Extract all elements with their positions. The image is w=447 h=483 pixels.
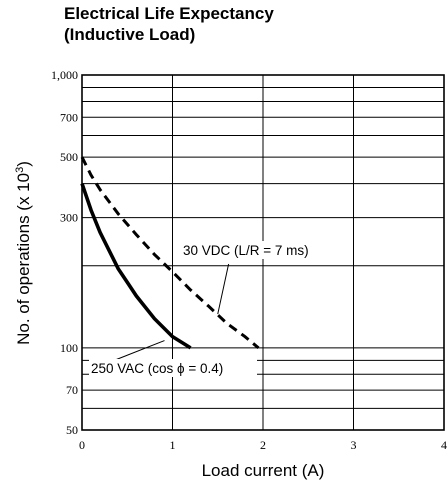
ac-leader-line <box>109 340 165 363</box>
title-line-1: Electrical Life Expectancy <box>64 4 274 23</box>
x-tick-label-2: 2 <box>260 438 266 452</box>
y-tick-label-300: 300 <box>60 211 78 225</box>
y-axis-label: No. of operations (x 103) <box>14 161 33 345</box>
x-tick-label-1: 1 <box>170 438 176 452</box>
x-axis-label: Load current (A) <box>202 461 325 480</box>
dc-annotation-label: 30 VDC (L/R = 7 ms) <box>183 243 309 258</box>
series-group <box>80 156 260 350</box>
x-tick-label-3: 3 <box>351 438 357 452</box>
y-tick-label-700: 700 <box>60 110 78 124</box>
y-axis-label-exponent: 3 <box>14 167 26 173</box>
series-line-vac <box>80 183 192 350</box>
plot-frame <box>81 74 445 431</box>
y-tick-label-1000: 1,000 <box>51 68 78 82</box>
x-tick-label-0: 0 <box>79 438 85 452</box>
y-tick-label-500: 500 <box>60 150 78 164</box>
annotations: 30 VDC (L/R = 7 ms) 250 VAC (cos ϕ = 0.4) <box>89 241 346 377</box>
dc-label-bg <box>180 241 346 259</box>
y-tick-label-70: 70 <box>66 383 78 397</box>
ac-label-bg <box>89 359 257 377</box>
chart-title: Electrical Life Expectancy (Inductive Lo… <box>64 3 274 45</box>
series-line-vdc <box>80 156 260 350</box>
tick-labels: 0 1 2 3 4 50 70 100 300 500 700 1,000 <box>51 68 447 452</box>
x-tick-label-4: 4 <box>441 438 447 452</box>
y-axis-label-close: ) <box>14 161 33 167</box>
ac-annotation-label: 250 VAC (cos ϕ = 0.4) <box>91 361 223 376</box>
y-tick-label-50: 50 <box>66 423 78 437</box>
y-axis-label-main: No. of operations (x 10 <box>14 173 33 345</box>
dc-leader-line <box>217 263 230 315</box>
title-line-2: (Inductive Load) <box>64 25 196 44</box>
y-tick-label-100: 100 <box>60 341 78 355</box>
